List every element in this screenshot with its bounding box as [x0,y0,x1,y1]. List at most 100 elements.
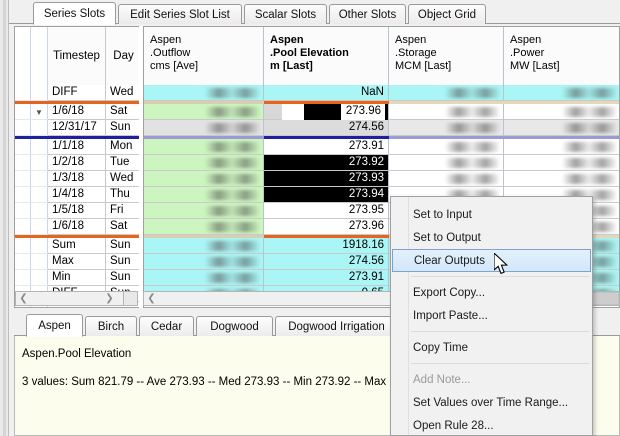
timestep-row[interactable]: Min Sun [48,270,139,286]
day-cell[interactable]: Sun [106,120,139,136]
slot-data-row[interactable]: 273.91 [144,139,619,155]
row-gutter-cell[interactable] [15,85,48,101]
day-cell[interactable]: Thu [106,187,139,203]
storage-cell[interactable] [389,104,504,120]
row-gutter-cell[interactable] [15,203,48,219]
scroll-right-icon[interactable]: ❯ [105,293,114,304]
pool-elevation-cell[interactable]: 274.56 [264,120,389,136]
outflow-cell[interactable] [144,270,264,286]
scroll-left-icon[interactable]: ❮ [19,293,28,304]
timestep-cell[interactable]: Sum [48,238,106,254]
pool-elevation-cell[interactable]: NaN [264,85,389,101]
timestep-row[interactable]: 1/5/18 Fri [48,203,139,219]
row-gutter-cell[interactable] [15,104,48,120]
pool-elevation-cell[interactable]: 274.56 [264,254,389,270]
context-menu-item-import-paste[interactable]: Import Paste... [413,309,488,322]
timestep-cell[interactable]: 1/6/18 [48,219,106,235]
power-cell[interactable] [504,155,619,171]
top-tab-series-slots[interactable]: Series Slots [33,2,116,25]
timestep-scroll-corner-box[interactable] [123,291,138,306]
day-cell[interactable]: Mon [106,139,139,155]
pool-elevation-editing-value[interactable]: 273.96 [341,104,385,120]
outflow-cell[interactable] [144,120,264,136]
power-cell[interactable] [504,120,619,136]
timestep-cell[interactable]: 1/1/18 [48,139,106,155]
row-gutter-cell[interactable] [15,171,48,187]
outflow-cell[interactable] [144,187,264,203]
top-tab-scalar-slots[interactable]: Scalar Slots [244,4,327,24]
timestep-row[interactable]: 1/2/18 Tue [48,155,139,171]
row-gutter-cell[interactable] [15,139,48,155]
context-menu-item-open-rule-28[interactable]: Open Rule 28... [413,419,494,432]
day-cell[interactable]: Sun [106,238,139,254]
column-header-timestep[interactable]: Timestep [48,27,106,85]
power-cell[interactable] [504,171,619,187]
timestep-row[interactable]: DIFF Wed [48,85,139,101]
pool-elevation-cell[interactable]: 273.96 [264,219,389,235]
outflow-cell[interactable] [144,238,264,254]
pool-elevation-cell[interactable]: 273.91 [264,139,389,155]
storage-cell[interactable] [389,155,504,171]
timestep-row[interactable]: 1/6/18 Sat [48,219,139,235]
timestep-cell[interactable]: 1/3/18 [48,171,106,187]
timestep-row[interactable]: Max Sun [48,254,139,270]
outflow-cell[interactable] [144,155,264,171]
timestep-cell[interactable]: Min [48,270,106,286]
pool-elevation-cell[interactable]: 273.92 [264,155,389,171]
slot-data-row[interactable]: 273.92 [144,155,619,171]
storage-cell[interactable] [389,120,504,136]
row-expander-icon[interactable]: ▼ [35,107,43,117]
timestep-cell[interactable]: Max [48,254,106,270]
timestep-cell[interactable]: 1/6/18 [48,104,106,120]
power-cell[interactable] [504,85,619,101]
row-gutter-cell[interactable] [15,155,48,171]
slot-column-header[interactable]: Aspen .Storage MCM [Last] [389,27,504,85]
object-tab-cedar[interactable]: Cedar [139,316,194,336]
timestep-cell[interactable]: 1/4/18 [48,187,106,203]
outflow-cell[interactable] [144,139,264,155]
top-tab-object-grid[interactable]: Object Grid [408,4,486,24]
slot-data-row[interactable]: NaN [144,85,619,101]
timestep-cell[interactable]: 1/2/18 [48,155,106,171]
day-cell[interactable]: Tue [106,155,139,171]
context-menu-item-set-values-over-time-range[interactable]: Set Values over Time Range... [413,396,569,409]
context-menu-item-set-to-input[interactable]: Set to Input [413,208,472,221]
object-tab-birch[interactable]: Birch [85,316,137,336]
timestep-pane-hscrollbar[interactable]: ❮ ❯ [15,291,138,306]
timestep-row[interactable]: 1/1/18 Mon [48,139,139,155]
object-tab-dogwood-irrigation[interactable]: Dogwood Irrigation [275,316,398,336]
object-tab-aspen[interactable]: Aspen [26,314,83,337]
timestep-row[interactable]: 1/3/18 Wed [48,171,139,187]
pool-elevation-cell[interactable]: 1918.16 [264,238,389,254]
timestep-row[interactable]: Sum Sun [48,238,139,254]
row-gutter-cell[interactable] [15,254,48,270]
day-cell[interactable]: Wed [106,85,139,101]
day-cell[interactable]: Fri [106,203,139,219]
context-menu-item-set-to-output[interactable]: Set to Output [413,231,481,244]
slot-data-row[interactable]: 274.56 [144,120,619,136]
row-gutter-cell[interactable] [15,187,48,203]
slot-column-header[interactable]: Aspen .Pool Elevation m [Last] [264,27,389,85]
column-header-day[interactable]: Day [113,50,134,62]
context-menu-item-export-copy[interactable]: Export Copy... [413,286,486,299]
pool-elevation-cell[interactable]: 273.91 [264,270,389,286]
storage-cell[interactable] [389,139,504,155]
day-cell[interactable]: Sat [106,219,139,235]
object-tab-dogwood[interactable]: Dogwood [196,316,273,336]
storage-cell[interactable] [389,171,504,187]
power-cell[interactable] [504,139,619,155]
row-gutter-cell[interactable] [15,219,48,235]
outflow-cell[interactable] [144,171,264,187]
row-gutter-cell[interactable] [15,120,48,136]
timestep-row[interactable]: 1/4/18 Thu [48,187,139,203]
top-tab-other-slots[interactable]: Other Slots [329,4,406,24]
data-scroll-left-icon[interactable]: ❮ [147,293,156,304]
timestep-row[interactable]: 1/6/18 Sat [48,104,139,120]
timestep-cell[interactable]: 12/31/17 [48,120,106,136]
outflow-cell[interactable] [144,254,264,270]
storage-cell[interactable] [389,85,504,101]
day-cell[interactable]: Wed [106,171,139,187]
outflow-cell[interactable] [144,104,264,120]
timestep-cell[interactable]: DIFF [48,85,106,101]
slot-data-row[interactable]: 273.93 [144,171,619,187]
